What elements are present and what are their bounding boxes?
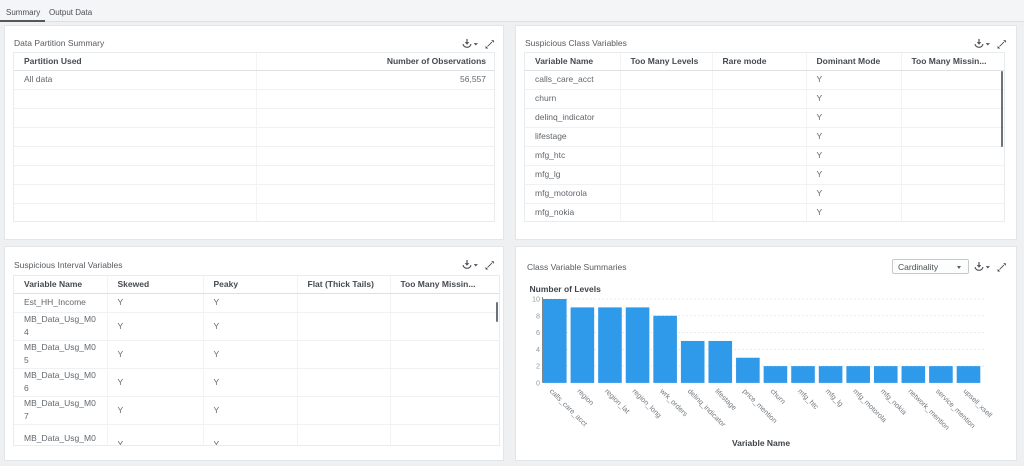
svg-text:4: 4: [536, 345, 540, 354]
svg-text:Number of Levels: Number of Levels: [530, 284, 602, 294]
svg-text:mfg_htc: mfg_htc: [796, 387, 821, 412]
svg-text:Variable Name: Variable Name: [732, 438, 790, 448]
svg-text:8: 8: [536, 311, 540, 320]
svg-text:lifestage: lifestage: [713, 387, 738, 412]
svg-text:mfg_lg: mfg_lg: [824, 387, 846, 409]
svg-text:region: region: [575, 387, 595, 407]
svg-text:10: 10: [532, 295, 540, 304]
svg-text:0: 0: [536, 379, 540, 388]
svg-text:6: 6: [536, 328, 540, 337]
svg-text:region_lat: region_lat: [603, 387, 632, 416]
svg-text:churn: churn: [769, 387, 788, 406]
svg-text:2: 2: [536, 362, 540, 371]
